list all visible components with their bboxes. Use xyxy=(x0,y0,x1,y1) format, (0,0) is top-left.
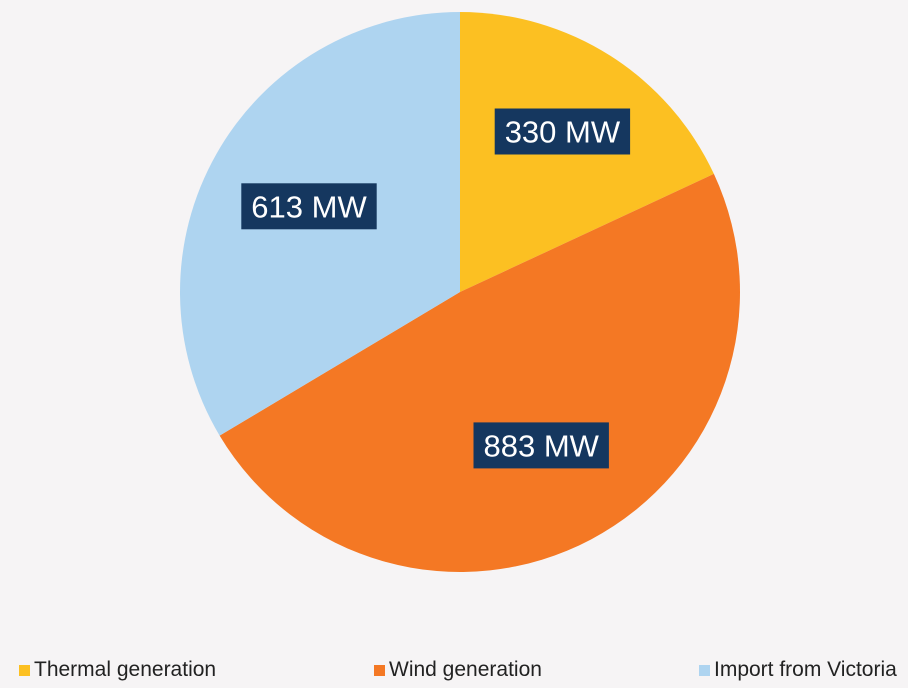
data-label-wind-generation: 883 MW xyxy=(473,422,609,469)
pie-chart: 330 MW 883 MW 613 MW xyxy=(180,12,740,572)
legend-swatch-wind-generation xyxy=(374,664,385,676)
legend-item-wind-generation: Wind generation xyxy=(374,656,542,684)
data-label-box xyxy=(473,422,609,469)
pie-data-labels: 330 MW 883 MW 613 MW xyxy=(241,108,631,469)
data-label-text: 883 MW xyxy=(483,428,599,463)
legend-label-import-from-victoria: Import from Victoria xyxy=(714,658,897,681)
chart-legend: Thermal generation Wind generation Impor… xyxy=(0,656,908,684)
data-label-box xyxy=(241,183,377,230)
data-label-import-from-victoria: 613 MW xyxy=(241,183,377,230)
data-label-text: 613 MW xyxy=(251,189,367,224)
pie-slices xyxy=(180,12,740,572)
legend-swatch-import-from-victoria xyxy=(699,664,710,676)
data-label-text: 330 MW xyxy=(505,115,621,150)
legend-item-import-from-victoria: Import from Victoria xyxy=(699,656,897,684)
legend-swatch-thermal-generation xyxy=(19,664,30,676)
data-label-box xyxy=(494,108,631,155)
data-label-thermal-generation: 330 MW xyxy=(494,108,631,155)
legend-label-wind-generation: Wind generation xyxy=(389,658,542,681)
legend-item-thermal-generation: Thermal generation xyxy=(19,656,216,684)
pie-slice-wind-generation xyxy=(219,173,740,572)
legend-label-thermal-generation: Thermal generation xyxy=(34,658,217,681)
